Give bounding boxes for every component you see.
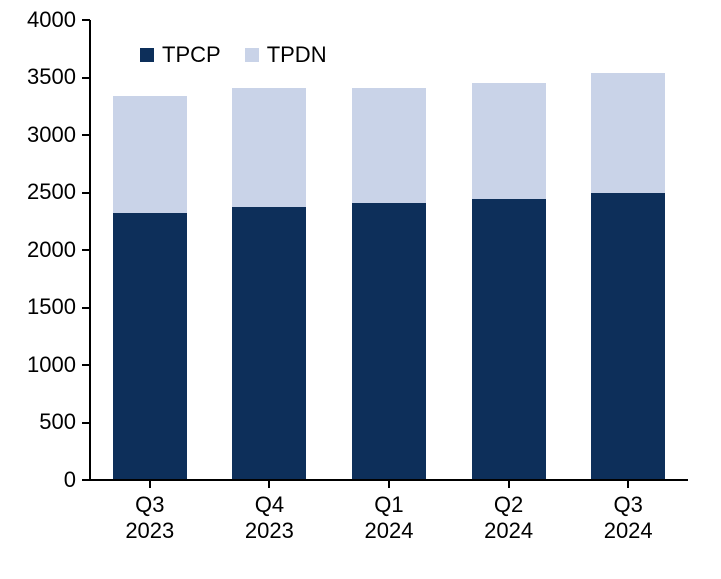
y-tick-label: 2000 xyxy=(0,237,76,263)
bar-segment xyxy=(113,96,187,213)
legend-item: TPDN xyxy=(245,42,327,68)
legend-item: TPCP xyxy=(140,42,221,68)
y-tick-label: 3500 xyxy=(0,64,76,90)
x-tick-label: Q42023 xyxy=(210,492,330,545)
bar-segment xyxy=(472,199,546,480)
legend-swatch xyxy=(140,48,154,62)
bar-segment xyxy=(591,193,665,481)
x-tick-label: Q22024 xyxy=(449,492,569,545)
y-tick-label: 0 xyxy=(0,467,76,493)
y-tick-label: 1000 xyxy=(0,352,76,378)
legend: TPCP TPDN xyxy=(140,42,327,68)
x-tick-label: Q32023 xyxy=(90,492,210,545)
legend-label: TPCP xyxy=(162,42,221,68)
y-tick-label: 1500 xyxy=(0,294,76,320)
x-tick-mark xyxy=(268,480,270,488)
stacked-bar-chart: 0 500 1000 1500 2000 2500 3000 3500 4000 Q32023Q4… xyxy=(0,0,721,579)
bar-segment xyxy=(591,73,665,193)
x-tick-label: Q32024 xyxy=(568,492,688,545)
x-axis xyxy=(90,479,688,481)
bar-segment xyxy=(232,88,306,208)
y-tick-label: 4000 xyxy=(0,7,76,33)
bar-segment xyxy=(352,88,426,203)
x-tick-mark xyxy=(508,480,510,488)
bar-segment xyxy=(113,213,187,480)
legend-swatch xyxy=(245,48,259,62)
x-tick-mark xyxy=(627,480,629,488)
plot-area xyxy=(90,20,688,480)
legend-label: TPDN xyxy=(267,42,327,68)
y-tick-label: 3000 xyxy=(0,122,76,148)
bar-segment xyxy=(472,83,546,199)
x-tick-mark xyxy=(149,480,151,488)
y-tick-label: 2500 xyxy=(0,179,76,205)
bar-segment xyxy=(232,207,306,480)
y-tick-label: 500 xyxy=(0,409,76,435)
x-tick-mark xyxy=(388,480,390,488)
y-axis xyxy=(89,20,91,480)
bar-segment xyxy=(352,203,426,480)
x-tick-label: Q12024 xyxy=(329,492,449,545)
